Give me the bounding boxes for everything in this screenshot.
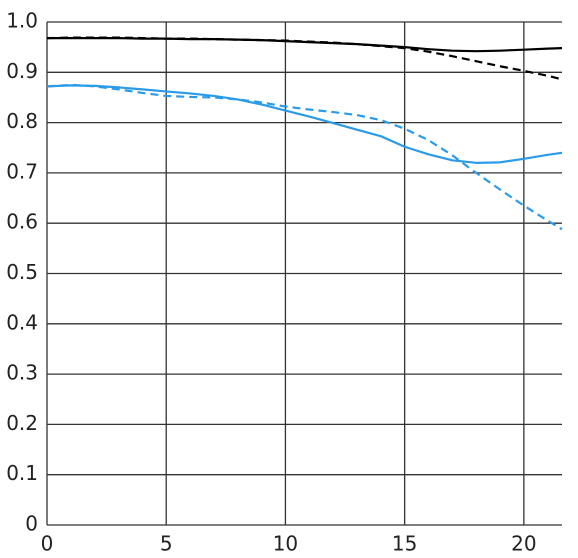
series-line bbox=[47, 37, 563, 53]
y-tick-label: 0.2 bbox=[6, 411, 38, 435]
y-tick-label: 0.1 bbox=[6, 461, 38, 485]
x-tick-label: 10 bbox=[273, 532, 298, 556]
series-line bbox=[46, 36, 563, 81]
x-tick-label: 15 bbox=[392, 532, 417, 556]
y-tick-label: 0.9 bbox=[6, 59, 38, 83]
y-tick-label: 0.6 bbox=[6, 210, 38, 234]
y-tick-label: 0.7 bbox=[6, 159, 38, 183]
x-tick-label: 0 bbox=[41, 532, 54, 556]
y-tick-label: 0.4 bbox=[6, 310, 38, 334]
y-tick-label: 0 bbox=[25, 512, 38, 536]
series-line bbox=[46, 83, 563, 231]
x-tick-label: 5 bbox=[160, 532, 173, 556]
y-tick-label: 0.5 bbox=[6, 260, 38, 284]
y-tick-label: 0.3 bbox=[6, 361, 38, 385]
y-tick-label: 1.0 bbox=[6, 9, 38, 33]
y-tick-label: 0.8 bbox=[6, 109, 38, 133]
x-tick-label: 20 bbox=[511, 532, 536, 556]
series-line bbox=[46, 84, 563, 164]
